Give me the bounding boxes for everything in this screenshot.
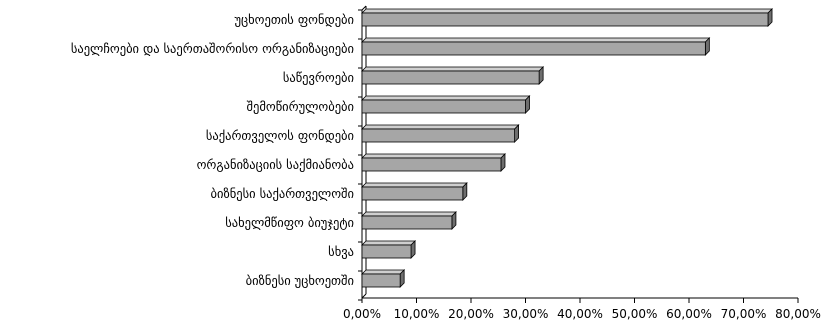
bar-front-face — [361, 215, 453, 230]
bar-top-face — [361, 124, 520, 130]
x-tick-label: 50,00% — [612, 307, 658, 321]
bar-top-face — [361, 153, 506, 159]
x-tick-label: 0,00% — [343, 307, 381, 321]
bar — [361, 153, 506, 172]
bar-front-face — [361, 41, 706, 56]
axis-depth-top — [361, 5, 367, 11]
x-tick-label: 40,00% — [557, 307, 603, 321]
bar-front-face — [361, 99, 526, 114]
category-label: სხვა — [328, 244, 354, 259]
bar-front-face — [361, 273, 401, 288]
bar — [361, 269, 406, 288]
labels-layer: 0,00% 10,00% 20,00% 30,00% 40,00% 50,00% 60,00… — [71, 12, 821, 321]
bar — [361, 95, 531, 114]
category-label: საქართველოს ფონდები — [206, 128, 354, 143]
category-label: ბიზნესი საქართველოში — [211, 186, 354, 201]
bar-front-face — [361, 244, 412, 259]
axis-depth-bottom — [361, 293, 367, 299]
bar-top-face — [361, 269, 406, 275]
category-label: სახელმწიფო ბიუჯეტი — [225, 215, 354, 230]
bar-top-face — [361, 211, 457, 217]
bar — [361, 182, 468, 201]
bar-top-face — [361, 95, 531, 101]
x-tick-label: 30,00% — [503, 307, 549, 321]
category-label: საწევროები — [283, 70, 354, 85]
category-label: ორგანიზაციის საქმიანობა — [197, 157, 354, 172]
bar-top-face — [361, 240, 417, 246]
category-label: ბიზნესი უცხოეთში — [246, 273, 354, 288]
bars-layer — [361, 8, 773, 288]
bar — [361, 66, 545, 85]
x-tick-label: 20,00% — [448, 307, 494, 321]
bar-front-face — [361, 12, 769, 27]
bar-top-face — [361, 8, 773, 14]
category-label: უცხოეთის ფონდები — [234, 12, 354, 27]
bar — [361, 124, 520, 143]
bar-top-face — [361, 37, 711, 43]
bar — [361, 211, 457, 230]
category-label: შემოწირულობები — [247, 99, 354, 114]
x-tick-label: 70,00% — [721, 307, 767, 321]
bar — [361, 240, 417, 259]
x-tick-label: 10,00% — [394, 307, 440, 321]
bar-front-face — [361, 157, 502, 172]
bar — [361, 8, 773, 27]
bar-top-face — [361, 182, 468, 188]
bar-front-face — [361, 186, 464, 201]
bar-front-face — [361, 128, 516, 143]
bar-front-face — [361, 70, 540, 85]
x-tick-label: 60,00% — [666, 307, 712, 321]
category-label: საელჩოები და საერთაშორისო ორგანიზაციები — [71, 41, 354, 56]
bar — [361, 37, 711, 56]
x-tick-label: 80,00% — [775, 307, 821, 321]
bar-top-face — [361, 66, 545, 72]
